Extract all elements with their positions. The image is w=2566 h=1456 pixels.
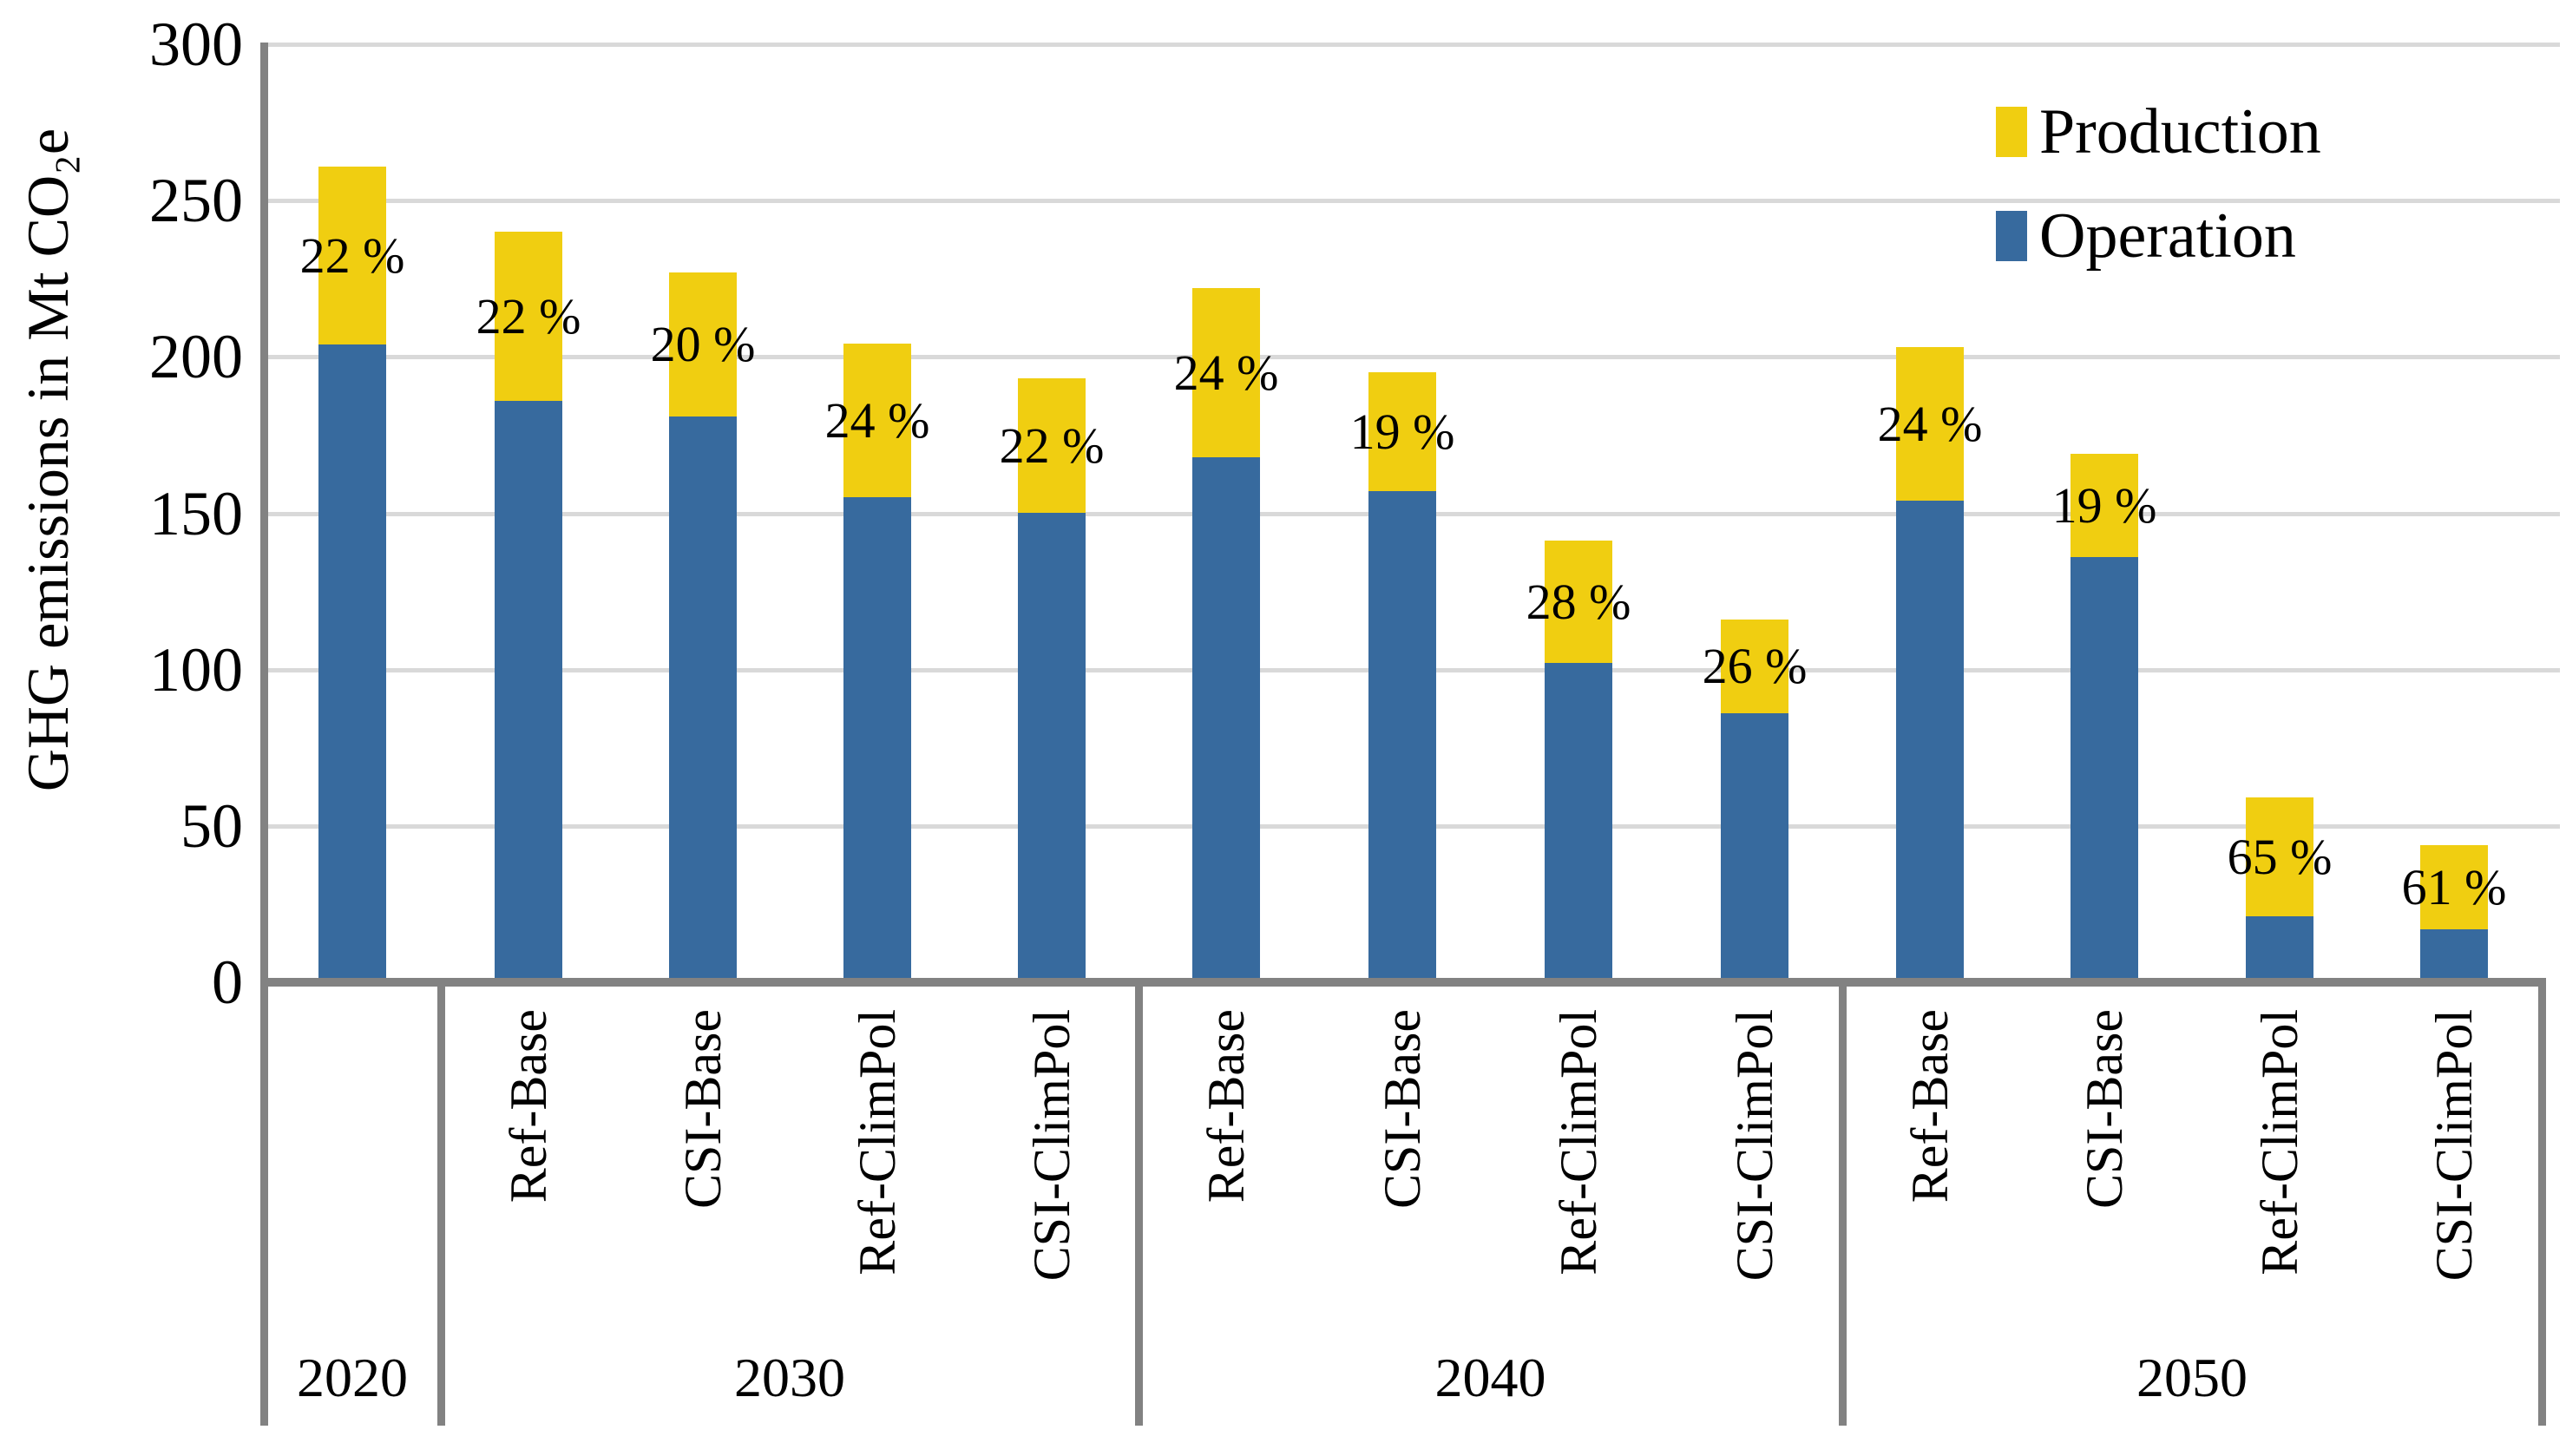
- scenario-label-cell: CSI-Base: [1363, 1009, 1441, 1391]
- x-axis-line: [260, 978, 2546, 987]
- scenario-label: CSI-ClimPol: [2425, 1009, 2483, 1282]
- bar-operation-segment: [669, 416, 737, 982]
- bar-production-segment: [2246, 797, 2313, 916]
- production-share-label: 22 %: [476, 288, 581, 344]
- bar-production-segment: [318, 167, 386, 344]
- production-share-label: 24 %: [824, 392, 930, 449]
- bar-operation-segment: [1896, 501, 1964, 982]
- production-share-label: 65 %: [2227, 829, 2333, 885]
- year-label-2030: 2030: [734, 1347, 845, 1408]
- scenario-label-cell: CSI-ClimPol: [2415, 1009, 2493, 1391]
- year-label-2050: 2050: [2136, 1347, 2248, 1408]
- y-tick-label-300: 300: [149, 10, 243, 79]
- gridline-250: [264, 199, 2560, 203]
- scenario-label: CSI-ClimPol: [1023, 1009, 1080, 1282]
- production-share-label: 20 %: [650, 316, 756, 372]
- scenario-label: Ref-ClimPol: [2251, 1009, 2308, 1276]
- y-axis-line: [260, 43, 268, 987]
- legend-label-operation: Operation: [2039, 200, 2296, 272]
- scenario-label: CSI-ClimPol: [1726, 1009, 1783, 1282]
- bar-production-segment: [1896, 347, 1964, 501]
- bar-production-segment: [669, 272, 737, 416]
- bar-operation-segment: [1192, 457, 1260, 982]
- bar-production-segment: [1018, 378, 1086, 513]
- gridline-300: [264, 43, 2560, 47]
- production-share-label: 61 %: [2401, 859, 2507, 915]
- bar-production-segment: [2071, 454, 2138, 557]
- y-tick-label-50: 50: [180, 791, 243, 861]
- scenario-label: CSI-Base: [1374, 1009, 1431, 1209]
- bar-production-segment: [1368, 372, 1436, 491]
- bar-operation-segment: [1368, 491, 1436, 982]
- scenario-label: CSI-Base: [2076, 1009, 2133, 1209]
- production-share-label: 28 %: [1526, 574, 1631, 630]
- scenario-label-cell: CSI-ClimPol: [1013, 1009, 1091, 1391]
- scenario-label-cell: Ref-ClimPol: [838, 1009, 916, 1391]
- scenario-label: Ref-ClimPol: [849, 1009, 906, 1276]
- bar-production-segment: [2420, 845, 2488, 929]
- bar-production-segment: [1192, 288, 1260, 457]
- production-share-label: 24 %: [1173, 344, 1279, 401]
- bar-production-segment: [1545, 541, 1612, 663]
- bar-operation-segment: [2246, 916, 2313, 982]
- scenario-label: Ref-Base: [1901, 1009, 1959, 1203]
- scenario-label-cell: Ref-Base: [1891, 1009, 1969, 1391]
- y-tick-label-100: 100: [149, 635, 243, 705]
- bar-production-segment: [495, 232, 562, 401]
- y-tick-label-200: 200: [149, 322, 243, 391]
- bar-operation-segment: [2420, 929, 2488, 982]
- legend-label-production: Production: [2039, 96, 2321, 167]
- production-share-label: 26 %: [1702, 638, 1808, 694]
- bar-operation-segment: [1721, 713, 1788, 982]
- year-label-2020: 2020: [297, 1347, 408, 1408]
- year-label-2040: 2040: [1434, 1347, 1546, 1408]
- bar-operation-segment: [318, 344, 386, 982]
- scenario-label-cell: Ref-ClimPol: [2241, 1009, 2319, 1391]
- bar-production-segment: [843, 344, 911, 497]
- y-tick-label-250: 250: [149, 166, 243, 235]
- group-separator-2: [1135, 987, 1143, 1426]
- scenario-label: CSI-Base: [674, 1009, 732, 1209]
- scenario-label: Ref-Base: [1198, 1009, 1255, 1203]
- gridline-200: [264, 355, 2560, 359]
- scenario-label-cell: Ref-Base: [489, 1009, 568, 1391]
- bar-operation-segment: [2071, 557, 2138, 982]
- group-separator-1: [437, 987, 445, 1426]
- legend-item-production: Production: [1996, 97, 2321, 167]
- y-tick-label-150: 150: [149, 479, 243, 548]
- scenario-label: Ref-Base: [500, 1009, 557, 1203]
- legend: Production Operation: [1996, 97, 2321, 305]
- production-share-label: 24 %: [1877, 396, 1983, 452]
- operation-swatch-icon: [1996, 211, 2027, 261]
- group-separator-3: [1839, 987, 1847, 1426]
- production-share-label: 19 %: [2051, 477, 2157, 534]
- scenario-label-cell: CSI-Base: [664, 1009, 742, 1391]
- scenario-label-cell: Ref-ClimPol: [1539, 1009, 1618, 1391]
- production-share-label: 19 %: [1349, 403, 1455, 460]
- bar-production-segment: [1721, 620, 1788, 713]
- y-tick-label-0: 0: [212, 948, 243, 1017]
- legend-item-operation: Operation: [1996, 201, 2321, 271]
- bar-operation-segment: [495, 401, 562, 982]
- scenario-label: Ref-ClimPol: [1550, 1009, 1607, 1276]
- bar-operation-segment: [843, 497, 911, 982]
- scenario-label-cell: CSI-Base: [2065, 1009, 2143, 1391]
- bar-operation-segment: [1545, 663, 1612, 982]
- bar-operation-segment: [1018, 513, 1086, 982]
- production-share-label: 22 %: [999, 417, 1105, 474]
- group-separator-0: [260, 987, 268, 1426]
- scenario-label-cell: CSI-ClimPol: [1716, 1009, 1794, 1391]
- scenario-label-cell: Ref-Base: [1187, 1009, 1265, 1391]
- production-share-label: 22 %: [299, 227, 405, 284]
- production-swatch-icon: [1996, 107, 2027, 157]
- group-separator-4: [2538, 987, 2546, 1426]
